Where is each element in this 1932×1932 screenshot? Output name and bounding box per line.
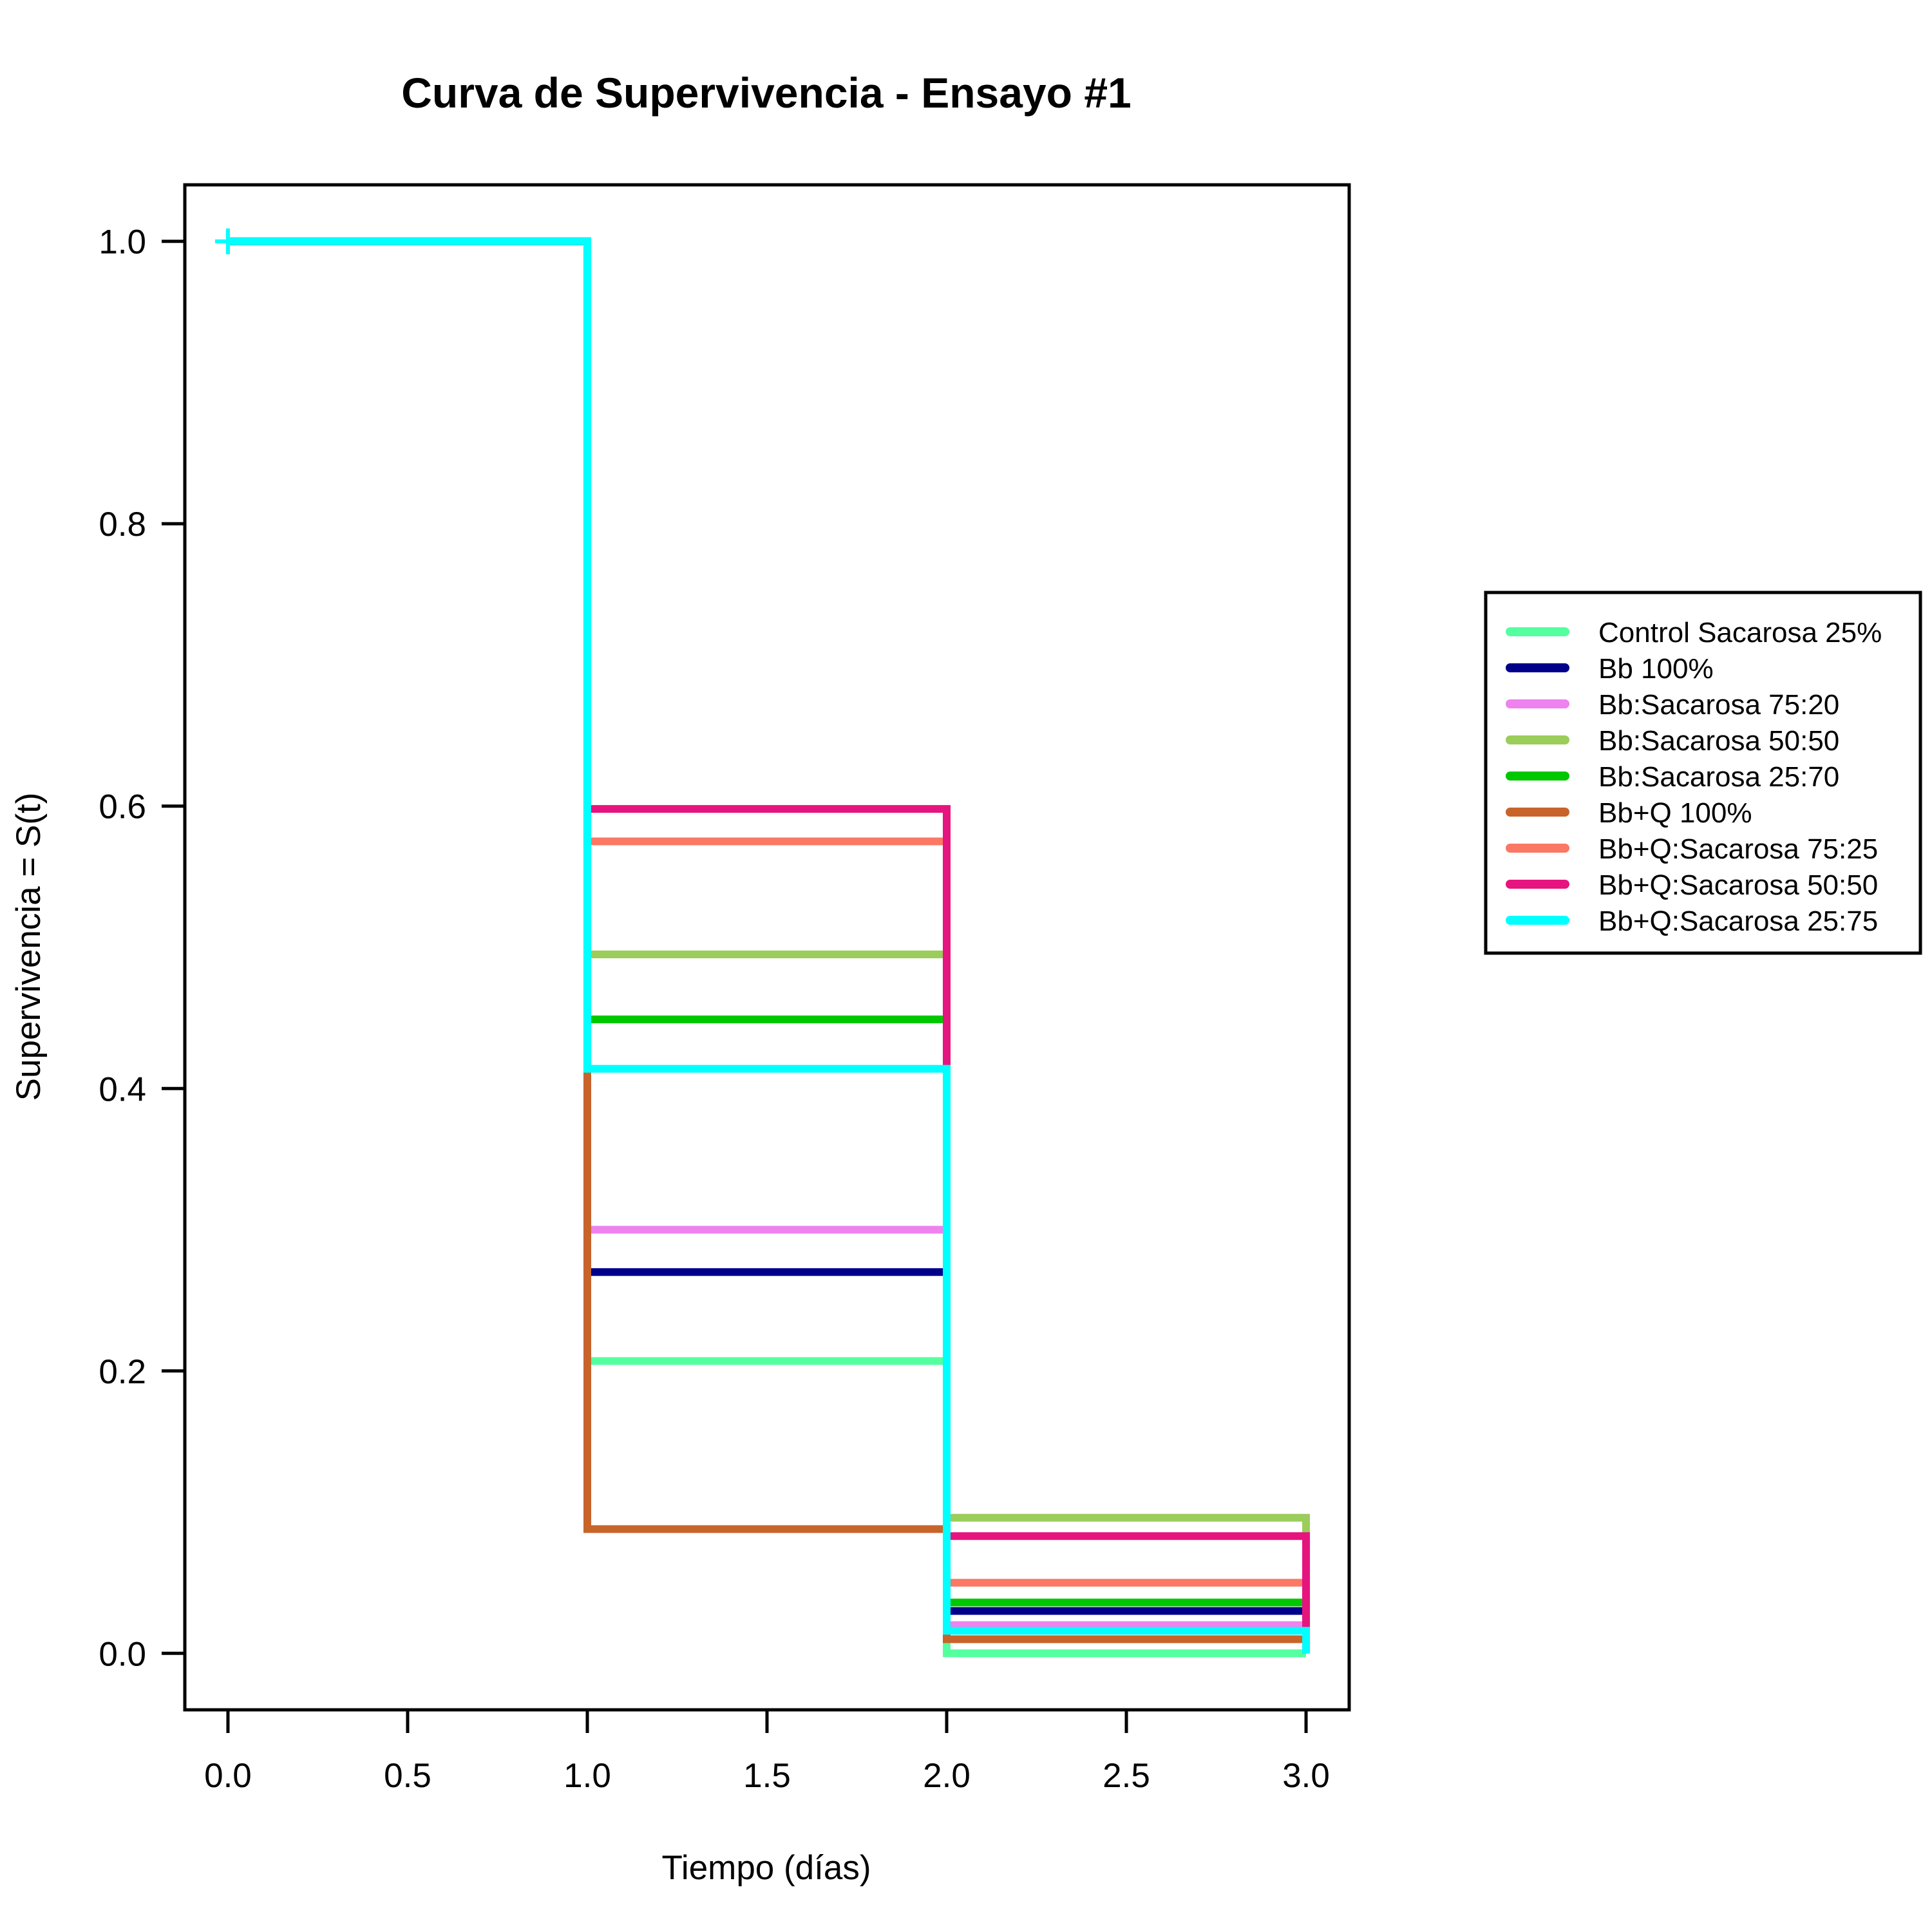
x-axis: 0.0 0.5 1.0 1.5 2.0 2.5 3.0	[204, 1708, 1330, 1795]
series-line-bb-q-sacarosa-50-50	[227, 237, 1311, 1654]
legend-label-bb-q-100: Bb+Q 100%	[1598, 797, 1752, 829]
legend: Control Sacarosa 25% Bb 100% Bb:Sacarosa 7…	[1484, 591, 1922, 955]
x-axis-label: Tiempo (días)	[662, 1849, 871, 1887]
plot-frame	[183, 183, 1351, 1712]
series-line-bb-sacarosa-25-70	[227, 237, 1311, 1654]
y-tick-label: 0.6	[99, 788, 146, 826]
curves	[214, 228, 1311, 1658]
legend-label-bb-q-sacarosa-75-25: Bb+Q:Sacarosa 75:25	[1598, 833, 1878, 865]
y-axis-label: Supervivencia = S(t)	[10, 793, 48, 1101]
legend-label-bb-100: Bb 100%	[1598, 653, 1714, 685]
plot-area	[214, 228, 1311, 1658]
series-line-bb-sacarosa-50-50	[227, 237, 1311, 1654]
x-tick-label: 1.0	[564, 1757, 611, 1795]
legend-label-bb-sacarosa-75-20: Bb:Sacarosa 75:20	[1598, 689, 1839, 721]
y-tick-label: 0.0	[99, 1635, 146, 1673]
y-axis: 0.0 0.2 0.4 0.6 0.8 1.0	[99, 223, 187, 1673]
y-tick-label: 0.8	[99, 506, 146, 544]
censor-mark	[214, 228, 241, 254]
series-line-bb-sacarosa-75-20	[227, 237, 1307, 1629]
legend-label-bb-q-sacarosa-50-50: Bb+Q:Sacarosa 50:50	[1598, 869, 1878, 901]
x-tick-label: 0.0	[204, 1757, 252, 1795]
legend-label-bb-q-sacarosa-25-75: Bb+Q:Sacarosa 25:75	[1598, 905, 1878, 937]
x-tick-label: 1.5	[743, 1757, 791, 1795]
y-tick-label: 1.0	[99, 223, 146, 261]
legend-label-bb-sacarosa-25-70: Bb:Sacarosa 25:70	[1598, 761, 1839, 793]
y-tick-label: 0.2	[99, 1353, 146, 1391]
series-line-bb-q-sacarosa-75-25	[227, 237, 1311, 1654]
x-tick-label: 2.5	[1103, 1757, 1150, 1795]
series-line-control-sacarosa-25	[227, 237, 1307, 1658]
series-line-bb-q-sacarosa-25-75	[227, 237, 1311, 1654]
series-line-bb-100	[227, 237, 1307, 1615]
legend-label-control-sacarosa-25: Control Sacarosa 25%	[1598, 617, 1882, 649]
x-tick-label: 2.0	[923, 1757, 971, 1795]
series-line-bb-q-100	[227, 237, 1307, 1643]
x-tick-label: 0.5	[384, 1757, 431, 1795]
x-tick-label: 3.0	[1282, 1757, 1330, 1795]
chart-title: Curva de Supervivencia - Ensayo #1	[401, 69, 1132, 117]
legend-label-bb-sacarosa-50-50: Bb:Sacarosa 50:50	[1598, 725, 1839, 757]
y-tick-label: 0.4	[99, 1070, 146, 1108]
